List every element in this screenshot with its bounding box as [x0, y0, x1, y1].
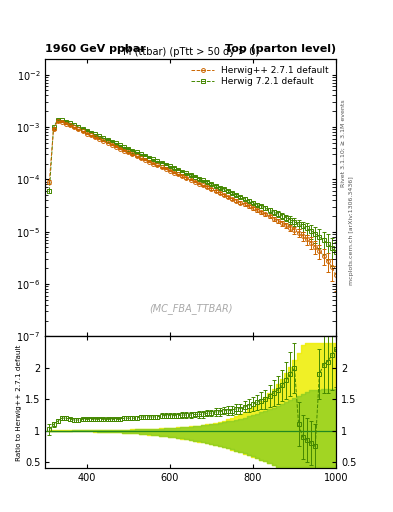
- Text: Rivet 3.1.10; ≥ 3.1M events: Rivet 3.1.10; ≥ 3.1M events: [341, 99, 346, 187]
- Text: 1960 GeV ppbar: 1960 GeV ppbar: [45, 44, 146, 54]
- Y-axis label: Ratio to Herwig++ 2.7.1 default: Ratio to Herwig++ 2.7.1 default: [16, 344, 22, 461]
- Text: Top (parton level): Top (parton level): [225, 44, 336, 54]
- Title: M (ttbar) (pTtt > 50 dy > 0): M (ttbar) (pTtt > 50 dy > 0): [123, 47, 259, 57]
- Text: mcplots.cern.ch [arXiv:1306.3436]: mcplots.cern.ch [arXiv:1306.3436]: [349, 176, 354, 285]
- Text: (MC_FBA_TTBAR): (MC_FBA_TTBAR): [149, 303, 232, 314]
- Legend: Herwig++ 2.7.1 default, Herwig 7.2.1 default: Herwig++ 2.7.1 default, Herwig 7.2.1 def…: [189, 63, 332, 89]
